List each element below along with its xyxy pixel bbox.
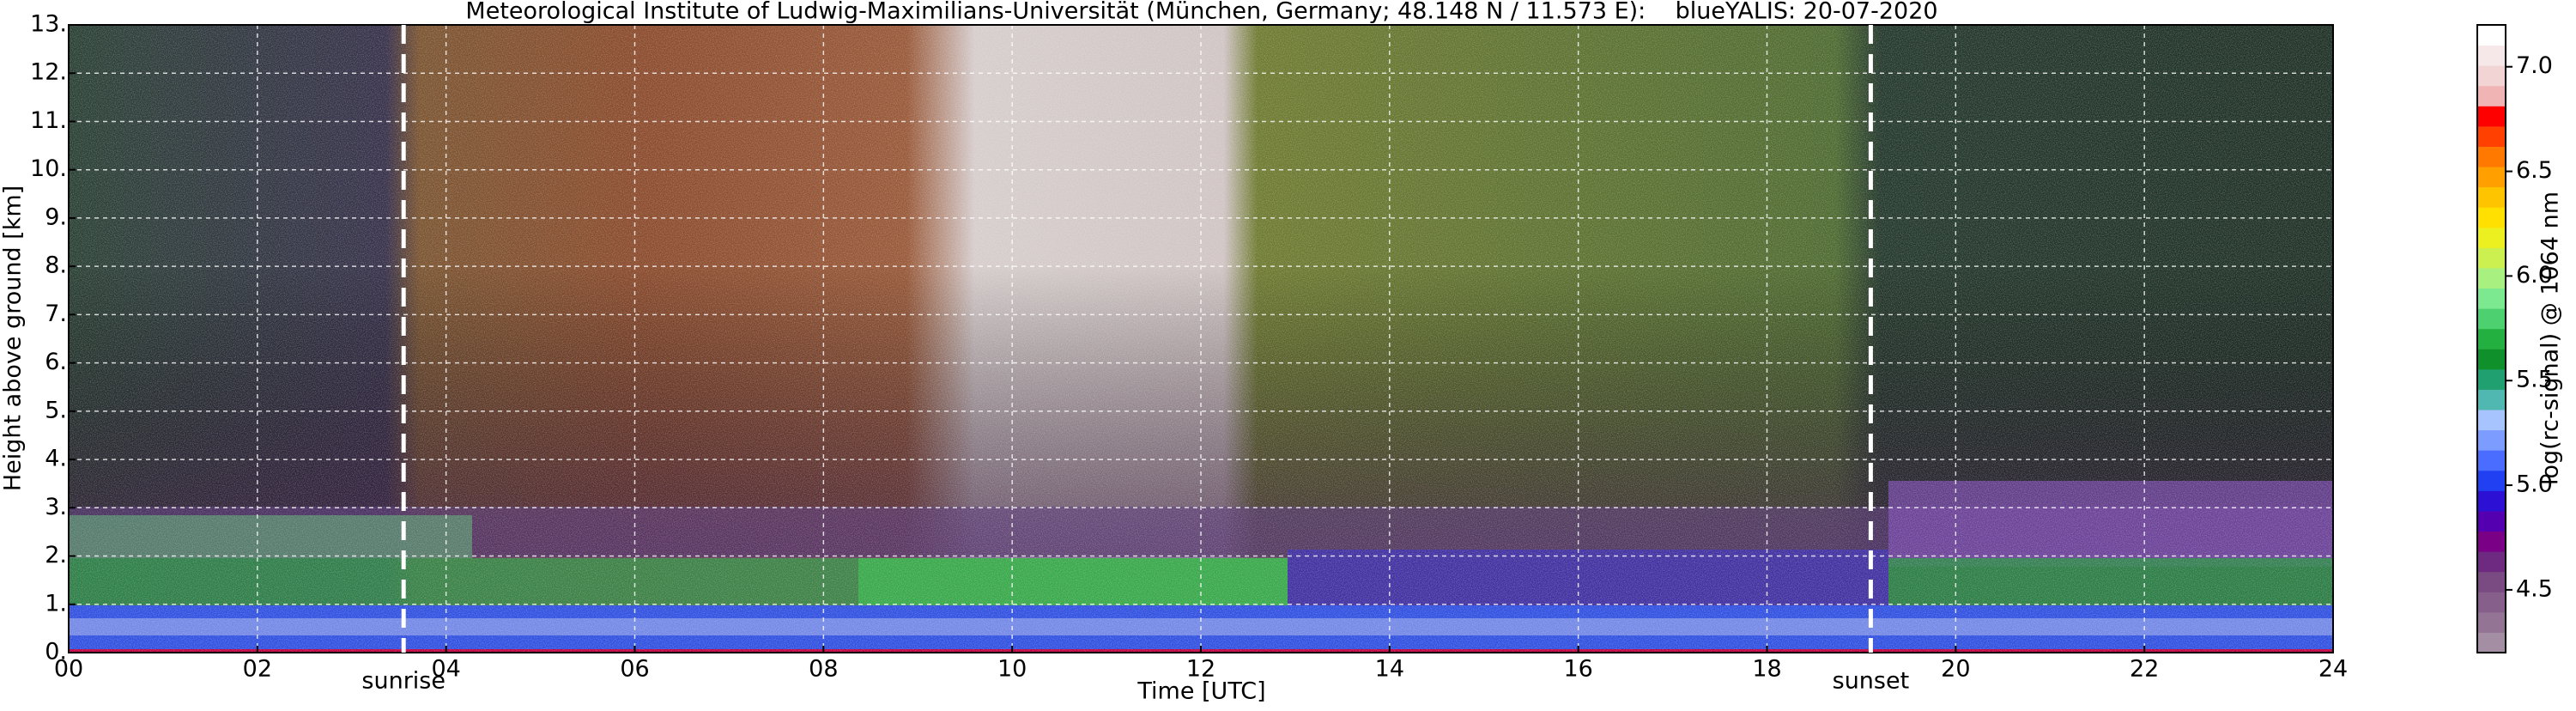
colorbar-tick-label: 5.5 — [2516, 367, 2553, 393]
colorbar-segment — [2477, 510, 2506, 532]
colorbar-tick-label: 5.0 — [2516, 471, 2553, 498]
chart-title: Meteorological Institute of Ludwig-Maxim… — [465, 0, 1937, 25]
colorbar-segment — [2477, 490, 2506, 512]
annotation-label: sunrise — [361, 668, 445, 695]
y-tick-label: 4. — [45, 446, 67, 472]
x-tick-label: 24 — [2318, 656, 2348, 683]
y-tick-label: 12. — [30, 59, 67, 86]
y-tick-label: 11. — [30, 107, 67, 134]
colorbar-segment — [2477, 450, 2506, 471]
colorbar-segment — [2477, 288, 2506, 309]
colorbar-segment — [2477, 227, 2506, 248]
x-tick-label: 16 — [1563, 656, 1592, 683]
colorbar-segment — [2477, 470, 2506, 491]
colorbar-tick-label: 7.0 — [2516, 52, 2553, 79]
colorbar-frame — [2476, 24, 2506, 653]
x-tick-label: 22 — [2130, 656, 2159, 683]
y-tick-label: 8. — [45, 252, 67, 279]
colorbar-label: log(rc-signal) @ 1064 nm — [2537, 191, 2564, 485]
colorbar-segment — [2477, 308, 2506, 330]
x-tick-label: 06 — [620, 656, 649, 683]
x-tick-label: 12 — [1186, 656, 1215, 683]
colorbar-segment — [2477, 328, 2506, 349]
colorbar-segment — [2477, 551, 2506, 573]
colorbar-segment — [2477, 571, 2506, 592]
y-tick-label: 13. — [30, 11, 67, 38]
y-axis-label: Height above ground [km] — [0, 185, 27, 491]
colorbar-segment — [2477, 65, 2506, 87]
x-tick-label: 10 — [997, 656, 1027, 683]
colorbar-segment — [2477, 267, 2506, 289]
colorbar-segment — [2477, 349, 2506, 370]
colorbar-segment — [2477, 410, 2506, 431]
colorbar-segment — [2477, 25, 2506, 46]
x-tick-label: 00 — [54, 656, 83, 683]
colorbar-segment — [2477, 611, 2506, 633]
colorbar-segment — [2477, 429, 2506, 451]
y-tick-label: 7. — [45, 301, 67, 327]
colorbar-segment — [2477, 45, 2506, 66]
colorbar-segment — [2477, 389, 2506, 410]
x-tick-label: 02 — [243, 656, 272, 683]
colorbar-segment — [2477, 85, 2506, 106]
annotation-label: sunset — [1833, 668, 1910, 695]
colorbar-segment — [2477, 368, 2506, 390]
colorbar-segment — [2477, 592, 2506, 613]
x-tick-label: 04 — [431, 656, 460, 683]
colorbar-tick-label: 6.5 — [2516, 157, 2553, 184]
colorbar-tick-label: 4.5 — [2516, 575, 2553, 602]
colorbar-segment — [2477, 125, 2506, 147]
colorbar-segment — [2477, 632, 2506, 653]
x-axis-label: Time [UTC] — [1136, 678, 1265, 705]
y-tick-label: 2. — [45, 542, 67, 568]
colorbar-segment — [2477, 146, 2506, 167]
colorbar-segment — [2477, 167, 2506, 188]
y-tick-label: 10. — [30, 155, 67, 182]
y-tick-label: 9. — [45, 204, 67, 230]
y-tick-label: 3. — [45, 494, 67, 520]
x-tick-label: 08 — [809, 656, 838, 683]
y-tick-label: 6. — [45, 349, 67, 375]
colorbar-tick-label: 6.0 — [2516, 262, 2553, 289]
colorbar-segment — [2477, 106, 2506, 127]
x-tick-label: 14 — [1375, 656, 1404, 683]
x-tick-label: 18 — [1752, 656, 1781, 683]
y-tick-label: 1. — [45, 590, 67, 617]
colorbar-segment — [2477, 247, 2506, 269]
y-tick-label: 0. — [45, 639, 67, 665]
colorbar-segment — [2477, 531, 2506, 552]
colorbar-segment — [2477, 207, 2506, 228]
colorbar-segment — [2477, 186, 2506, 208]
y-tick-label: 5. — [45, 397, 67, 423]
x-tick-label: 20 — [1941, 656, 1970, 683]
